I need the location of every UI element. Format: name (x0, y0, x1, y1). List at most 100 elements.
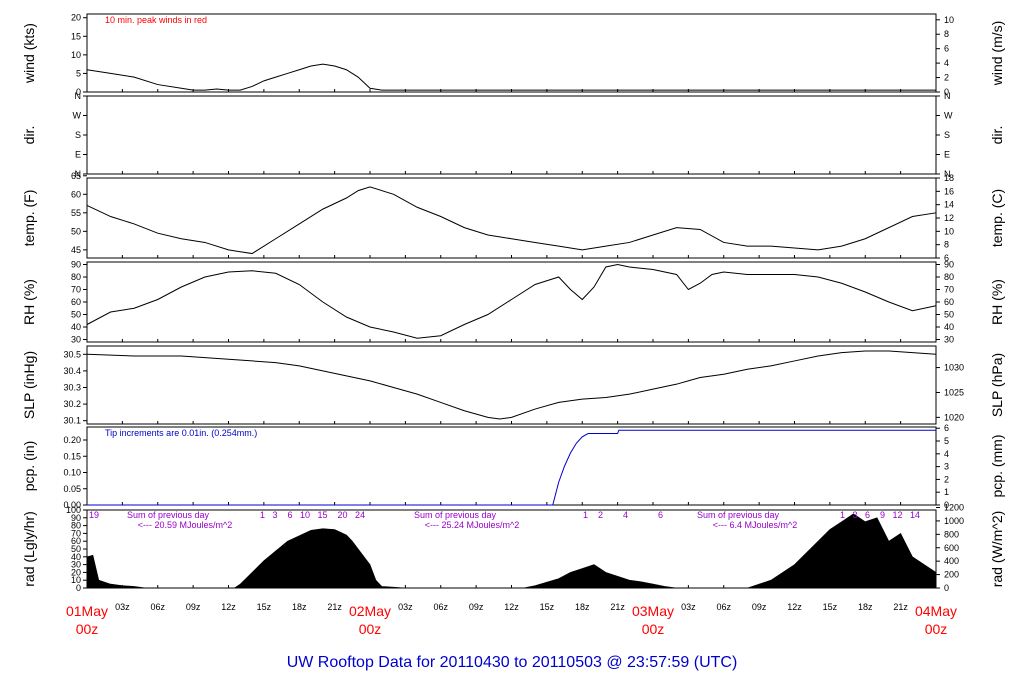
x-tick-label: 09z (469, 602, 484, 612)
rh-series-line (86, 263, 937, 339)
rad-left-tick-label: 60 (71, 536, 81, 546)
temp-right-tick-label: 18 (944, 173, 954, 183)
x-tick-label: 09z (186, 602, 201, 612)
pcp-right-tick-label: 2 (944, 474, 949, 484)
rad-sum-label-line2: <--- 6.4 MJoules/m^2 (713, 520, 798, 530)
wind-left-tick-label: 10 (71, 50, 81, 60)
rad-right-tick-label: 1000 (944, 516, 964, 526)
panel-pcp: 0.00 0.05 0.10 0.15 0.20 0 1 2 3 4 5 6 pcp. (in) pcp.… (21, 423, 1005, 510)
wind-series-line (86, 63, 936, 91)
day-hour-label: 00z (642, 621, 665, 637)
day-hour-label: 00z (925, 621, 948, 637)
rad-right-tick-label: 200 (944, 570, 959, 580)
day-hour-label: 00z (359, 621, 382, 637)
x-tick-label: 09z (752, 602, 767, 612)
x-tick-label: 21z (610, 602, 625, 612)
rh-frame (86, 261, 937, 343)
temp-ylabel-left: temp. (F) (21, 190, 37, 247)
rad-sum-label-line2: <--- 25.24 MJoules/m^2 (425, 520, 520, 530)
chart-title: UW Rooftop Data for 20110430 to 20110503… (287, 654, 738, 671)
x-tick-label: 03z (681, 602, 696, 612)
dir-left-tick-label: N (75, 91, 82, 101)
rad-sum-label-line1: Sum of previous day (414, 510, 497, 520)
rad-left-tick-label: 100 (66, 505, 81, 515)
x-tick-label: 18z (575, 602, 590, 612)
temp-left-tick-label: 45 (71, 245, 81, 255)
rad-hour-label-start: 19 (89, 510, 99, 520)
pcp-left-tick-label: 0.10 (63, 468, 81, 478)
wind-ylabel-right: wind (m/s) (989, 21, 1005, 87)
rad-series-area (86, 513, 937, 589)
temp-ylabel-right: temp. (C) (989, 189, 1005, 247)
panel-rad: 0102030405060708090100020040060080010001… (21, 503, 1005, 593)
wind-left-tick-label: 0 (76, 87, 81, 97)
pcp-left-tick-label: 0.00 (63, 500, 81, 510)
rad-left-tick-label: 20 (71, 567, 81, 577)
dir-ylabel-left: dir. (21, 126, 37, 145)
rh-left-tick-label: 50 (71, 310, 81, 320)
x-tick-label: 03z (398, 602, 413, 612)
rh-left-tick-label: 30 (71, 335, 81, 345)
rad-left-tick-label: 80 (71, 521, 81, 531)
slp-right-tick-label: 1020 (944, 412, 964, 422)
day-label: 03May (632, 603, 674, 619)
pcp-annotation: Tip increments are 0.01in. (0.254mm.) (105, 428, 257, 438)
panel-wind: 0 5 10 15 20 0 2 4 6 8 10 wind (kts) wind (m/s) 10 mi… (21, 13, 1005, 97)
rad-left-tick-label: 70 (71, 528, 81, 538)
wind-left-tick-label: 15 (71, 31, 81, 41)
rad-right-tick-label: 600 (944, 543, 959, 553)
rad-left-tick-label: 40 (71, 552, 81, 562)
wind-right-tick-label: 2 (944, 73, 949, 83)
dir-left-tick-label: S (75, 130, 81, 140)
x-tick-label: 06z (433, 602, 448, 612)
rh-right-tick-label: 70 (944, 285, 954, 295)
x-tick-label: 15z (257, 602, 272, 612)
rad-right-tick-label: 400 (944, 556, 959, 566)
temp-left-tick-label: 60 (71, 189, 81, 199)
temp-right-tick-label: 10 (944, 226, 954, 236)
dir-frame (86, 95, 937, 175)
rh-left-tick-label: 90 (71, 260, 81, 270)
dir-ylabel-right: dir. (989, 126, 1005, 145)
dir-right-tick-label: W (944, 111, 953, 121)
rad-day-hours-label: 1 2 4 6 (583, 510, 663, 520)
temp-right-tick-label: 14 (944, 200, 954, 210)
x-tick-label: 03z (115, 602, 130, 612)
dir-right-tick-label: E (944, 150, 950, 160)
day-label: 04May (915, 603, 957, 619)
x-tick-label: 06z (150, 602, 165, 612)
rh-left-tick-label: 60 (71, 297, 81, 307)
day-hour-label: 00z (76, 621, 99, 637)
x-axis: 03z 06z 09z 12z 15z 18z 21z 03z 06z 09z 12z 15z 18z 2… (66, 602, 957, 637)
rh-right-tick-label: 80 (944, 272, 954, 282)
x-tick-label: 15z (823, 602, 838, 612)
pcp-frame (86, 426, 937, 506)
dir-right-tick-label: N (944, 91, 951, 101)
rad-left-tick-label: 90 (71, 513, 81, 523)
temp-left-tick-label: 65 (71, 171, 81, 181)
panel-slp: 30.1 30.2 30.3 30.4 30.5 1020 1025 1030 SLP (inH… (21, 345, 1005, 426)
temp-right-tick-label: 6 (944, 253, 949, 263)
rh-left-tick-label: 70 (71, 285, 81, 295)
dir-right-tick-label: N (944, 169, 951, 179)
rad-right-tick-label: 1200 (944, 503, 964, 513)
temp-right-tick-label: 16 (944, 186, 954, 196)
rad-left-tick-label: 50 (71, 544, 81, 554)
pcp-right-tick-label: 5 (944, 436, 949, 446)
pcp-right-tick-label: 3 (944, 462, 949, 472)
slp-left-tick-label: 30.4 (63, 366, 81, 376)
wind-right-tick-label: 0 (944, 87, 949, 97)
x-tick-label: 18z (292, 602, 307, 612)
temp-left-tick-label: 55 (71, 208, 81, 218)
slp-left-tick-label: 30.5 (63, 349, 81, 359)
rh-right-tick-label: 60 (944, 297, 954, 307)
rad-right-tick-label: 0 (944, 583, 949, 593)
wind-left-tick-label: 5 (76, 68, 81, 78)
pcp-left-tick-label: 0.15 (63, 451, 81, 461)
dir-left-tick-label: E (75, 150, 81, 160)
rad-left-tick-label: 10 (71, 575, 81, 585)
x-tick-label: 21z (893, 602, 908, 612)
rh-right-tick-label: 40 (944, 322, 954, 332)
rh-ylabel-left: RH (%) (21, 279, 37, 325)
